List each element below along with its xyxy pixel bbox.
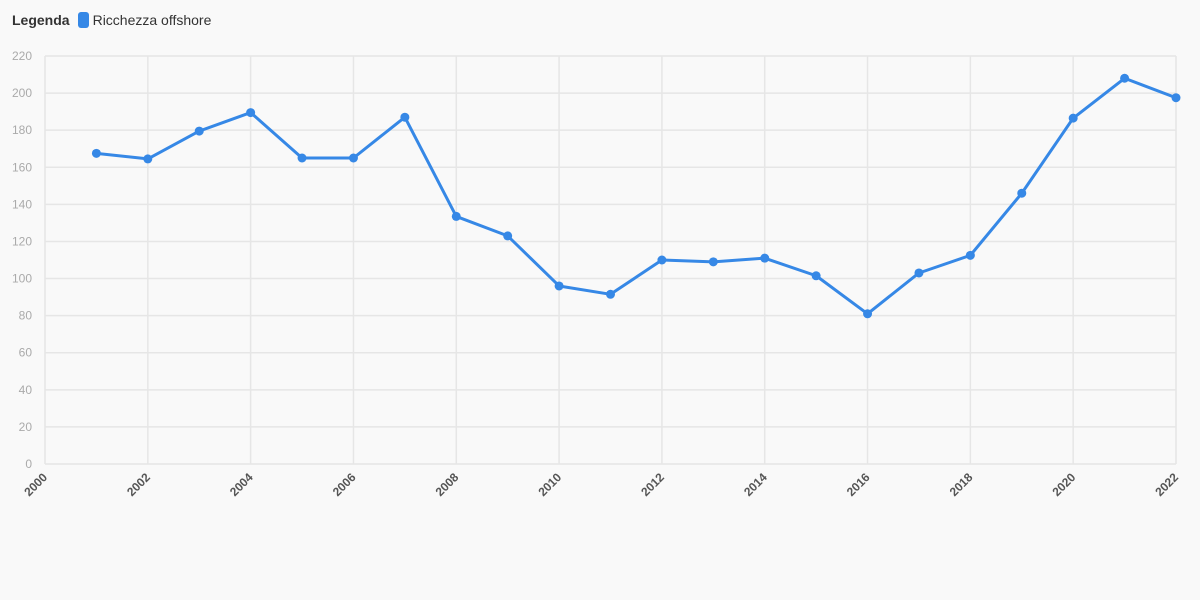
y-tick-label: 200 [12,86,32,100]
x-tick-label: 2000 [21,470,50,499]
y-axis-ticks: 0 20 40 60 80 100 120 140 160 180 200 220 [12,49,32,471]
data-point [657,255,667,265]
legend-swatch [77,12,89,28]
data-point [965,250,975,260]
y-tick-label: 220 [12,49,32,63]
data-point [1171,93,1181,103]
data-point [863,309,873,319]
y-tick-label: 180 [12,123,32,137]
data-point [1017,188,1027,198]
series-line [94,76,1178,316]
legend: Legenda Ricchezza offshore [12,12,211,28]
series-layer [91,73,1181,319]
x-tick-label: 2010 [535,470,564,499]
data-point [297,153,307,163]
y-tick-label: 160 [12,160,32,174]
data-point [1068,113,1078,123]
y-tick-label: 140 [12,197,32,211]
x-tick-label: 2012 [638,470,667,499]
x-tick-label: 2004 [227,470,256,499]
x-axis-ticks: 2000 2002 2004 2006 2008 2010 2012 2014 2016 2018… [21,470,1181,499]
grid-lines [44,55,1177,465]
data-point [451,211,461,221]
legend-item-label: Ricchezza offshore [92,12,212,28]
data-point [1120,73,1130,83]
data-point [348,153,358,163]
data-point [91,148,101,158]
y-tick-label: 120 [12,234,32,248]
x-tick-label: 2008 [433,470,462,499]
y-tick-label: 20 [19,420,33,434]
legend-title: Legenda [12,12,70,28]
y-tick-label: 40 [19,383,33,397]
y-tick-label: 0 [25,457,32,471]
x-tick-label: 2014 [741,470,770,499]
data-point [400,112,410,122]
data-point [606,289,615,299]
x-tick-label: 2006 [330,470,359,499]
data-point [760,253,770,263]
y-tick-label: 60 [19,346,33,360]
y-tick-label: 100 [12,272,32,286]
data-point [554,281,564,291]
data-point [708,257,718,267]
x-tick-label: 2022 [1152,470,1181,499]
data-point [246,108,256,118]
data-point [811,271,821,281]
x-tick-label: 2002 [124,470,153,499]
y-tick-label: 80 [19,309,33,323]
data-point [914,268,924,278]
x-tick-label: 2020 [1050,470,1079,499]
data-point [143,154,153,164]
x-tick-label: 2016 [844,470,873,499]
data-point [194,126,204,136]
legend-item-ricchezza-offshore[interactable]: Ricchezza offshore [77,12,212,28]
x-tick-label: 2018 [947,470,976,499]
data-point [503,231,513,241]
